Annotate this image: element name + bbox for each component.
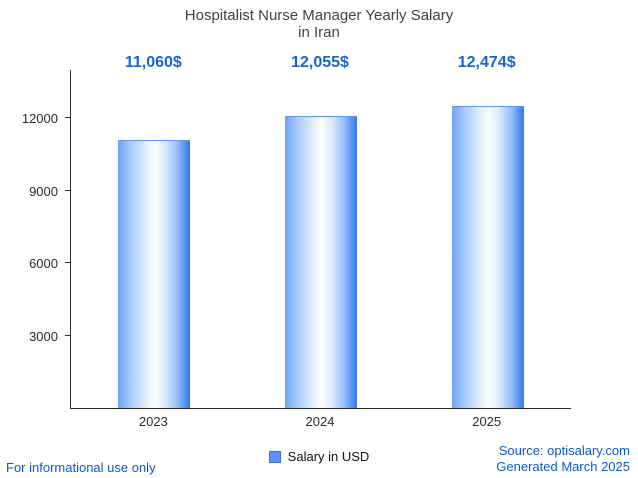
source-block: Source: optisalary.com Generated March 2…: [496, 443, 630, 475]
x-axis-labels: 2023 2024 2025: [70, 414, 570, 429]
chart-title: Hospitalist Nurse Manager Yearly Salary …: [0, 7, 638, 41]
plot-area: [70, 70, 571, 409]
y-tick-mark: [65, 117, 70, 119]
chart-title-line1: Hospitalist Nurse Manager Yearly Salary: [184, 7, 454, 24]
bar-column-2024: [238, 70, 405, 408]
bar-value-labels: 11,060$ 12,055$ 12,474$: [70, 54, 570, 72]
bar-2023[interactable]: [118, 140, 191, 408]
chart-legend[interactable]: Salary in USD: [0, 449, 638, 464]
bar-value-2023: 11,060$: [124, 54, 182, 71]
disclaimer-text: For informational use only: [6, 460, 156, 475]
x-label-2025: 2025: [472, 414, 502, 429]
bar-2025[interactable]: [451, 106, 524, 408]
y-tick-label: 9000: [29, 183, 58, 199]
y-tick-label: 3000: [29, 328, 58, 344]
y-tick-label: 12000: [21, 111, 58, 127]
y-tick-label: 6000: [29, 256, 58, 272]
source-link[interactable]: Source: optisalary.com: [498, 443, 630, 458]
bar-2024[interactable]: [285, 116, 357, 408]
bar-column-2023: [71, 70, 238, 408]
chart-title-line2: in Iran: [298, 24, 340, 41]
y-tick-mark: [65, 189, 70, 191]
generated-date: Generated March 2025: [496, 459, 630, 474]
legend-label: Salary in USD: [287, 449, 370, 464]
bar-value-2025: 12,474$: [457, 54, 516, 71]
y-tick-mark: [65, 334, 70, 336]
y-tick-mark: [65, 262, 70, 264]
legend-swatch-icon: [268, 450, 281, 463]
bar-value-2024: 12,055$: [291, 54, 349, 71]
x-label-2023: 2023: [138, 414, 168, 429]
bar-column-2025: [404, 70, 571, 408]
x-label-2024: 2024: [305, 414, 335, 429]
y-axis: 3000 6000 9000 12000: [0, 70, 70, 408]
